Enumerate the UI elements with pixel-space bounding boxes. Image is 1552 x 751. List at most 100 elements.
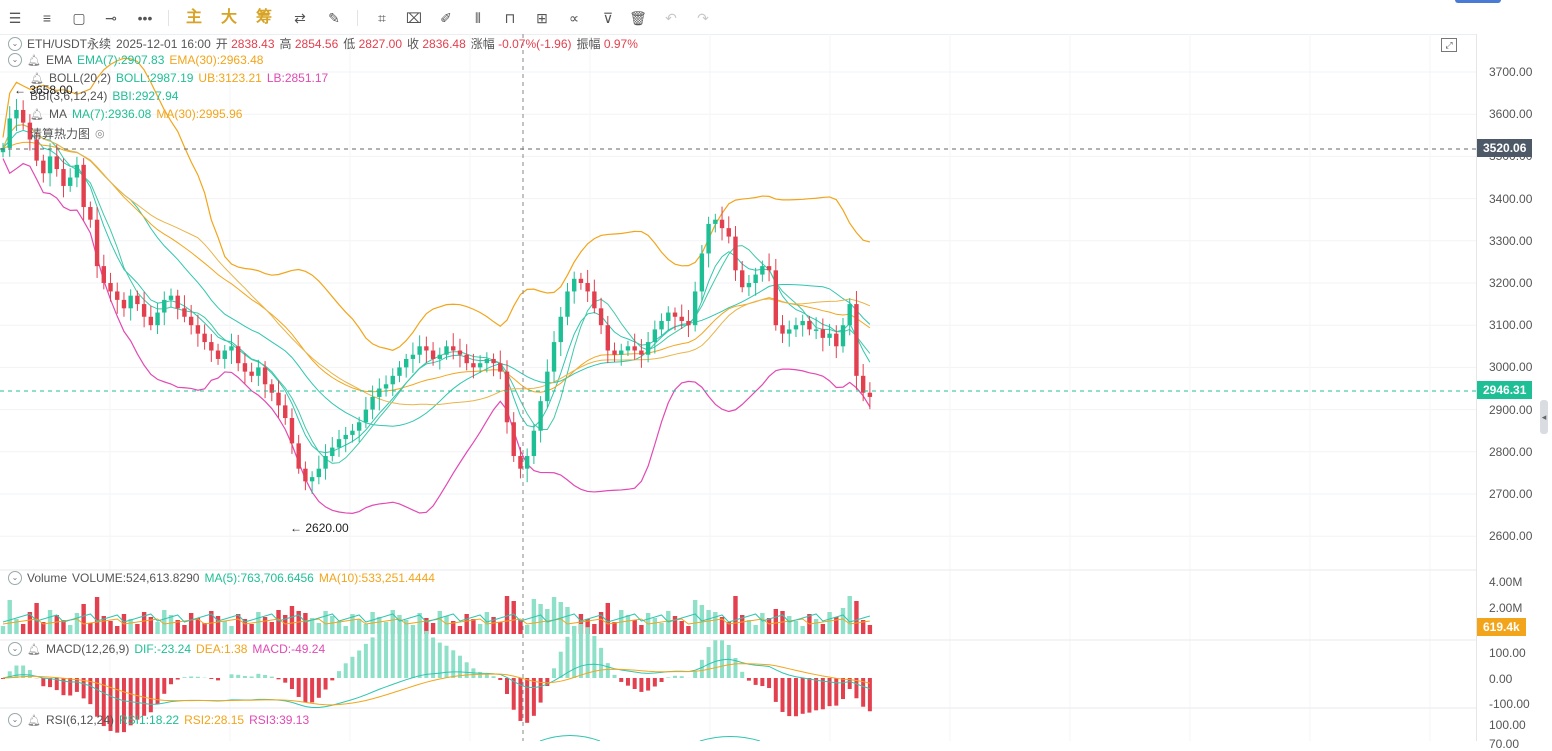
brush-icon[interactable]: ⌗ xyxy=(373,9,391,27)
volume-bar xyxy=(317,623,321,634)
chevron-down-icon[interactable]: ⌄ xyxy=(8,37,22,51)
macd-histogram-bar xyxy=(841,678,845,699)
candle-body xyxy=(478,363,482,367)
volume-bar xyxy=(81,604,85,634)
macd-histogram-bar xyxy=(364,644,368,678)
candle-body xyxy=(525,456,529,469)
main-button[interactable]: 主 xyxy=(185,9,203,27)
chip-button[interactable]: 筹 xyxy=(255,9,273,27)
candle-body xyxy=(290,418,294,443)
candle-body xyxy=(209,342,213,350)
eye-off-icon[interactable]: ◎ xyxy=(95,127,105,140)
macd-histogram-bar xyxy=(324,678,328,690)
chevron-down-icon[interactable]: ⌄ xyxy=(8,713,22,727)
macd-histogram-bar xyxy=(458,656,462,678)
candle-body xyxy=(229,346,233,350)
candle-body xyxy=(861,376,865,393)
volume-bar xyxy=(270,622,274,634)
macd-histogram-bar xyxy=(317,678,321,698)
candle-body xyxy=(384,384,388,388)
chevron-down-icon[interactable]: ⌄ xyxy=(8,642,22,656)
macd-histogram-bar xyxy=(250,677,254,678)
collapse-handle[interactable]: ◂ xyxy=(1540,400,1548,434)
more-icon[interactable]: ••• xyxy=(136,9,154,27)
price-tick: 3000.00 xyxy=(1489,360,1532,374)
volume-bar xyxy=(512,601,516,634)
volume-bar xyxy=(337,621,341,634)
macd-histogram-bar xyxy=(532,678,536,716)
swap-icon[interactable]: ⇄ xyxy=(291,9,309,27)
macd-histogram-bar xyxy=(411,626,415,678)
candle-body xyxy=(693,291,697,325)
macd-histogram-bar xyxy=(431,637,435,678)
price-tick: 2600.00 xyxy=(1489,529,1532,543)
chevron-down-icon[interactable]: ⌄ xyxy=(8,571,22,585)
volume-bar xyxy=(747,620,751,634)
price-tick: 2700.00 xyxy=(1489,487,1532,501)
macd-histogram-bar xyxy=(834,678,838,706)
menu-icon[interactable]: ☰ xyxy=(6,9,24,27)
candle-body xyxy=(169,296,173,300)
macd-histogram-bar xyxy=(512,678,516,710)
chevron-down-icon[interactable]: ⌄ xyxy=(8,53,22,67)
filter-icon[interactable]: ⊽ xyxy=(599,9,617,27)
candle-body xyxy=(592,291,596,308)
volume-bar xyxy=(814,619,818,634)
candle-body xyxy=(370,397,374,410)
candle-body xyxy=(397,367,401,375)
candle-body xyxy=(404,359,408,367)
list-icon[interactable]: ≡ xyxy=(38,9,56,27)
volume-bar xyxy=(525,625,529,634)
large-button[interactable]: 大 xyxy=(220,9,238,27)
bell-icon[interactable]: 🔔︎ xyxy=(27,714,41,727)
undo-icon[interactable]: ↶ xyxy=(662,9,680,27)
volume-bar xyxy=(505,596,509,634)
pen-icon[interactable]: ✎ xyxy=(325,9,343,27)
candle-body xyxy=(565,291,569,316)
ruler-icon[interactable]: ✐ xyxy=(437,9,455,27)
expand-icon[interactable]: ⤢ xyxy=(1441,38,1457,52)
last-price-tag: 2946.31 xyxy=(1477,381,1532,399)
chart-area[interactable] xyxy=(0,34,1476,741)
price-axis[interactable]: 3700.003600.003500.003400.003300.003200.… xyxy=(1476,34,1552,741)
edit-icon[interactable]: ⊞ xyxy=(533,9,551,27)
bell-icon[interactable]: 🔔︎ xyxy=(27,54,41,67)
candle-body xyxy=(538,401,542,431)
candle-body xyxy=(61,169,65,186)
candle-body xyxy=(653,329,657,342)
macd-histogram-bar xyxy=(404,626,408,678)
volume-bar xyxy=(8,600,12,634)
rect-icon[interactable]: ▢ xyxy=(70,9,88,27)
redo-icon[interactable]: ↷ xyxy=(694,9,712,27)
candle-body xyxy=(102,266,106,283)
volume-bar xyxy=(787,616,791,634)
candle-body xyxy=(451,346,455,350)
candle-body xyxy=(310,477,314,481)
magnet-icon[interactable]: ∝ xyxy=(565,9,583,27)
volume-bar xyxy=(538,604,542,634)
volume-bar xyxy=(592,624,596,634)
trash-icon[interactable]: 🗑 xyxy=(629,9,647,27)
candle-body xyxy=(303,469,307,482)
macd-histogram-bar xyxy=(68,678,72,696)
bell-icon[interactable]: 🔔︎ xyxy=(30,108,44,121)
candle-body xyxy=(659,321,663,329)
candle-body xyxy=(639,351,643,355)
high-marker: ← 3658.00 xyxy=(14,83,73,97)
volume-bar xyxy=(162,610,166,634)
tag-icon[interactable]: ⌧ xyxy=(405,9,423,27)
candles-icon[interactable]: ⫴ xyxy=(469,9,487,27)
volume-bar xyxy=(552,597,556,634)
bell-icon[interactable]: 🔔︎ xyxy=(27,643,41,656)
line-icon[interactable]: ⊸ xyxy=(102,9,120,27)
candle-body xyxy=(464,355,468,363)
datetime-label: 2025-12-01 16:00 xyxy=(116,37,211,51)
tab-indicator xyxy=(1455,0,1501,3)
macd-histogram-bar xyxy=(149,678,153,712)
lock-icon[interactable]: ⊓ xyxy=(501,9,519,27)
volume-tag: 619.4k xyxy=(1477,618,1526,636)
chart-canvas[interactable] xyxy=(0,34,1476,741)
macd-histogram-bar xyxy=(740,672,744,678)
macd-histogram-bar xyxy=(821,678,825,709)
volume-bar xyxy=(431,623,435,634)
